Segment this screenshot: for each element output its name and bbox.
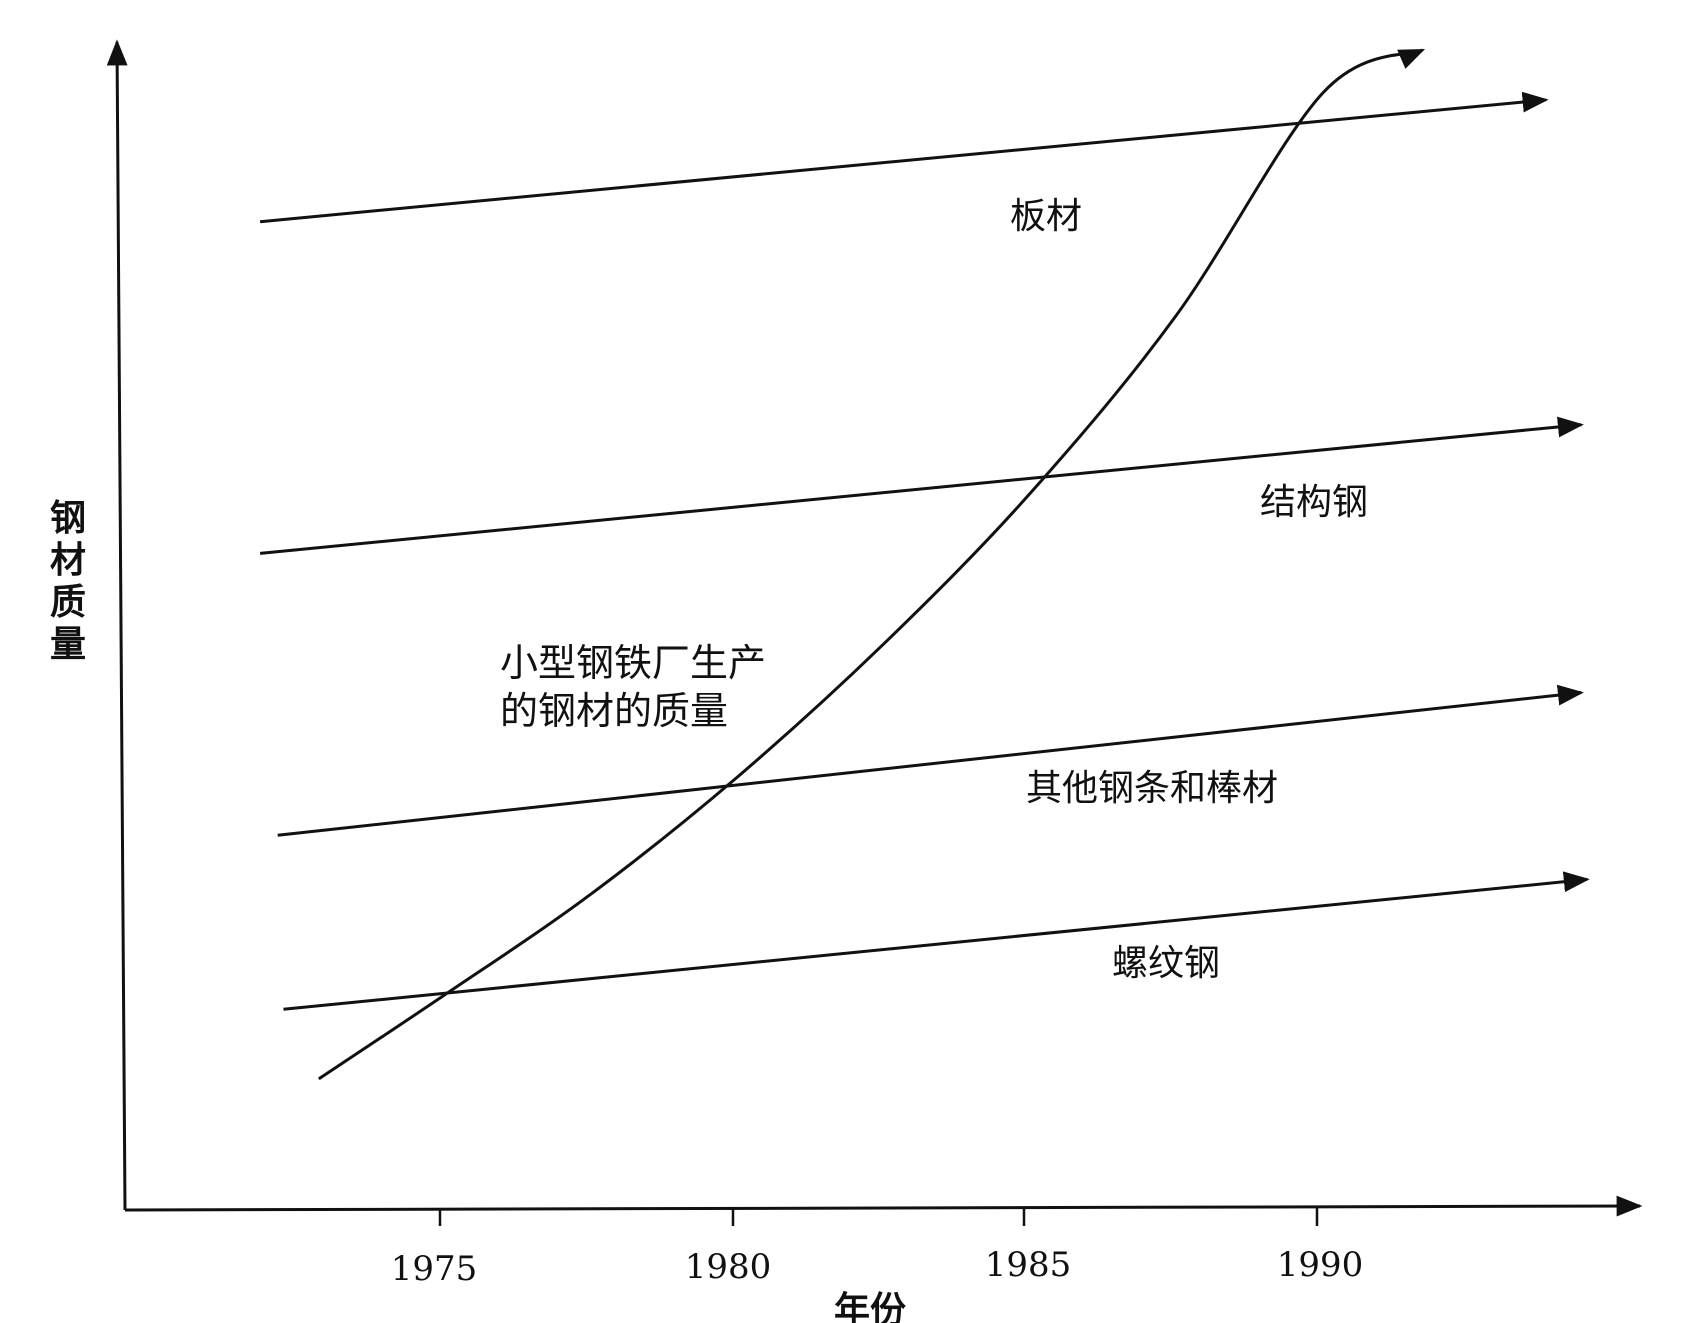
series-label-rebar: 螺纹钢 <box>1112 943 1220 984</box>
series-label-plate: 板材 <box>1010 196 1082 237</box>
series-label-minimill-quality: 小型钢铁厂生产的钢材的质量 <box>500 641 766 733</box>
x-tick-label: 1975 <box>391 1249 478 1289</box>
series-label-structural-steel: 结构钢 <box>1260 482 1368 523</box>
x-ticks: 1975 1980 1985 1990 <box>391 1208 1364 1289</box>
series-label-other-bars: 其他钢条和棒材 <box>1026 768 1278 809</box>
x-tick-label: 1980 <box>685 1247 772 1287</box>
x-axis <box>124 1195 1643 1217</box>
series-other-bars-line <box>277 684 1584 837</box>
series-layer <box>259 48 1590 1081</box>
x-tick-label: 1985 <box>985 1245 1072 1285</box>
y-axis-label: 钢材质量 <box>50 498 86 665</box>
series-structural-steel-line <box>259 416 1584 555</box>
x-axis-label: 年份 <box>834 1290 906 1323</box>
x-tick-label: 1990 <box>1277 1245 1364 1285</box>
y-axis <box>106 39 128 1211</box>
series-plate-line <box>259 91 1549 224</box>
series-minimill-quality-curve <box>317 48 1426 1081</box>
series-rebar-line <box>283 871 1590 1011</box>
